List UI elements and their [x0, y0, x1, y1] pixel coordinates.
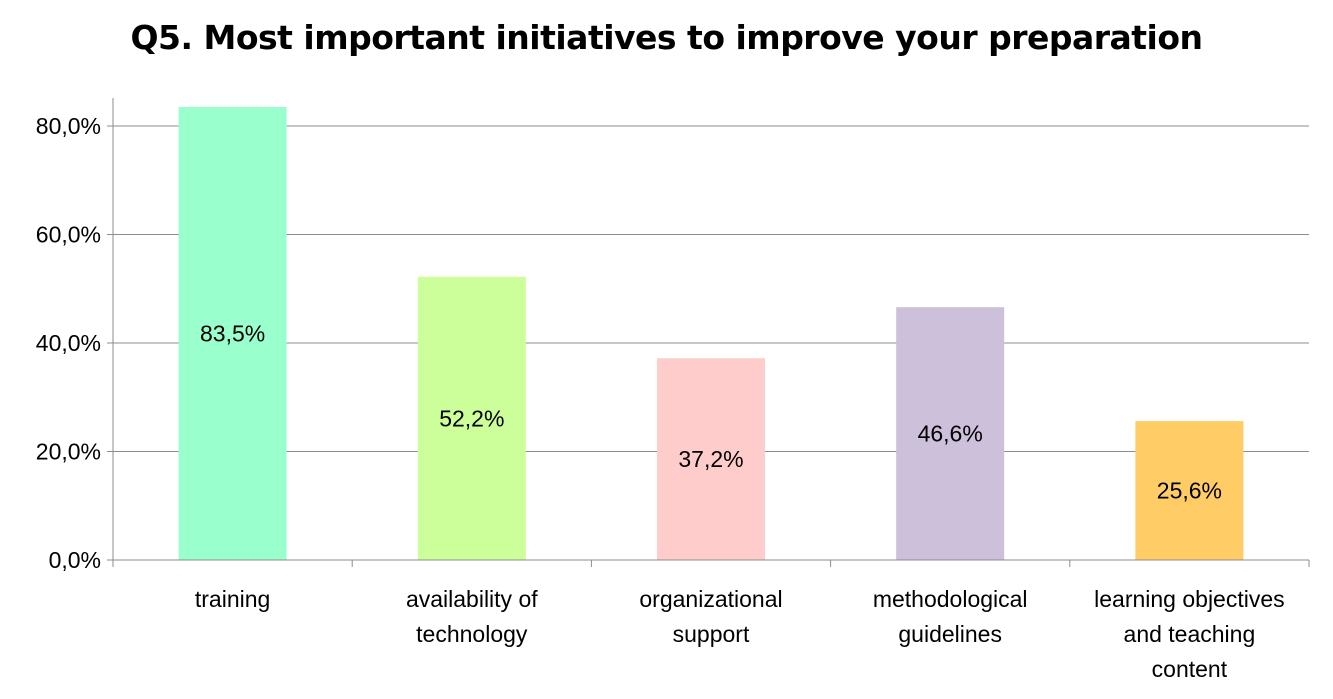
data-labels: 83,5% 52,2% 37,2% 46,6% 25,6%: [200, 321, 1222, 504]
data-label: 83,5%: [200, 321, 265, 347]
bar: [1135, 421, 1244, 560]
y-tick-label: 40,0%: [36, 330, 101, 356]
category-label: methodological guidelines: [873, 586, 1028, 647]
data-label: 25,6%: [1157, 478, 1222, 504]
grid-lines: [113, 125, 1309, 452]
bar: [657, 358, 765, 560]
data-label: 37,2%: [678, 446, 743, 472]
category-label: training: [195, 586, 270, 612]
y-tick-labels: 0,0% 20,0% 40,0% 60,0% 80,0%: [36, 113, 101, 573]
axes: [107, 98, 1310, 567]
y-tick-label: 20,0%: [36, 439, 101, 465]
bar: [896, 307, 1005, 560]
chart-title: Q5. Most important initiatives to improv…: [130, 18, 1203, 57]
y-tick-label: 60,0%: [36, 222, 101, 248]
data-label: 52,2%: [439, 405, 504, 431]
category-labels: training availability of technology organiz…: [195, 586, 1285, 682]
bar: [178, 107, 287, 560]
bar: [417, 276, 526, 560]
bars: [178, 107, 1244, 560]
data-label: 46,6%: [918, 421, 983, 447]
category-label: organizational support: [639, 586, 782, 647]
category-label: learning objectives and teaching content: [1094, 586, 1285, 682]
y-tick-label: 0,0%: [49, 547, 101, 573]
category-label: availability of technology: [406, 586, 538, 647]
y-tick-label: 80,0%: [36, 113, 101, 139]
